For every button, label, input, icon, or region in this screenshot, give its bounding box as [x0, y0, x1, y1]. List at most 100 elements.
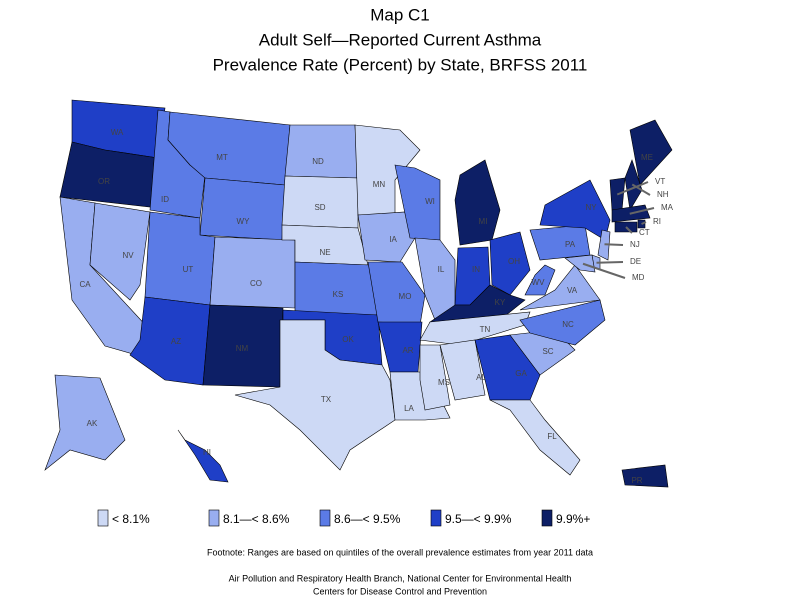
leader-line [641, 221, 647, 225]
title-line: Map C1 [370, 5, 430, 24]
state [44, 374, 126, 471]
state-label: MT [216, 153, 228, 162]
state-label: KY [495, 298, 506, 307]
state [284, 124, 359, 179]
state-label: NC [562, 320, 574, 329]
state-label: VA [567, 286, 578, 295]
state-label: IN [472, 265, 480, 274]
state-label: SD [314, 203, 325, 212]
state [454, 159, 501, 246]
state [474, 334, 541, 401]
state-label: FL [547, 432, 557, 441]
legend-swatch [97, 509, 109, 527]
state [489, 231, 531, 296]
state-label: UT [183, 265, 194, 274]
legend-label: 8.1—< 8.6% [223, 512, 290, 526]
state [524, 264, 556, 296]
state-label: KS [333, 290, 344, 299]
state-label: RI [653, 217, 661, 226]
state [89, 202, 151, 301]
state [621, 464, 669, 488]
leader-line [631, 183, 651, 196]
state-label: MS [438, 378, 450, 387]
state-label: DE [630, 257, 641, 266]
state-label: ME [641, 153, 653, 162]
state-label: MA [661, 203, 674, 212]
state-label: MO [399, 292, 412, 301]
state [234, 319, 396, 471]
state-label: WV [532, 278, 546, 287]
state-label: SC [542, 347, 553, 356]
state [597, 229, 611, 261]
leader-line [625, 226, 633, 234]
state [281, 224, 369, 266]
legend-label: 9.9%+ [556, 512, 590, 526]
legend-swatch [541, 509, 553, 527]
state-label: NH [657, 190, 669, 199]
state-label: IL [438, 265, 445, 274]
state [564, 254, 596, 273]
leader-line [596, 261, 624, 264]
state-label: NE [319, 248, 330, 257]
state-label: IA [389, 235, 397, 244]
leader-line [616, 181, 649, 196]
state-label: OH [508, 257, 520, 266]
state-label: MD [632, 273, 645, 282]
state-label: MN [373, 180, 386, 189]
state-label: WA [111, 128, 124, 137]
state-label: ID [161, 195, 169, 204]
state-label: LA [404, 404, 414, 413]
legend: < 8.1% 8.1—< 8.6% 8.6—< 9.5% 9.5—< 9.9% 9.9%… [97, 509, 590, 527]
state [629, 119, 673, 186]
legend-swatch [208, 509, 220, 527]
state-label: AL [476, 373, 486, 382]
state [439, 339, 486, 401]
state-label: CO [250, 279, 262, 288]
state-label: VT [655, 177, 665, 186]
states [44, 99, 673, 488]
state-label: CT [639, 228, 650, 237]
state-label: WY [237, 217, 251, 226]
title-line: Adult Self—Reported Current Asthma [259, 30, 542, 49]
state [519, 299, 606, 346]
legend-label: < 8.1% [112, 512, 150, 526]
state [177, 429, 229, 483]
state [529, 224, 591, 261]
legend-swatch [430, 509, 442, 527]
state [377, 321, 423, 373]
leader-line [604, 243, 624, 246]
state-labels: WA OR CA NV ID MT WY UT CO AZ NM ND SD NE KS OK TX MN IA MO… [79, 128, 673, 485]
state [357, 211, 416, 263]
state-label: NV [122, 251, 134, 260]
state-label: CA [79, 280, 91, 289]
state-label: NJ [630, 240, 640, 249]
footnote: Footnote: Ranges are based on quintiles … [207, 547, 593, 557]
state [294, 261, 379, 316]
legend-label: 8.6—< 9.5% [334, 512, 401, 526]
state [367, 261, 426, 326]
state-label: PR [631, 476, 642, 485]
legend-swatch [319, 509, 331, 527]
state [209, 236, 296, 309]
state-label: HI [203, 448, 211, 457]
state-label: NM [236, 344, 249, 353]
state-label: NY [585, 203, 597, 212]
title-line: Prevalence Rate (Percent) by State, BRFS… [213, 55, 588, 74]
state [199, 177, 286, 241]
legend-label: 9.5—< 9.9% [445, 512, 512, 526]
state-label: AK [87, 419, 98, 428]
state-label: TX [321, 395, 332, 404]
source-line: Air Pollution and Respiratory Health Bra… [229, 573, 572, 583]
state [489, 399, 581, 476]
state [281, 175, 359, 229]
state-label: ND [312, 157, 324, 166]
state [394, 164, 441, 241]
state-label: TN [480, 325, 491, 334]
state-label: OR [98, 177, 110, 186]
state-label: PA [565, 240, 576, 249]
leader-line [629, 207, 655, 215]
state [419, 311, 531, 346]
state-label: OK [342, 335, 354, 344]
source-line: Centers for Disease Control and Preventi… [313, 586, 487, 596]
